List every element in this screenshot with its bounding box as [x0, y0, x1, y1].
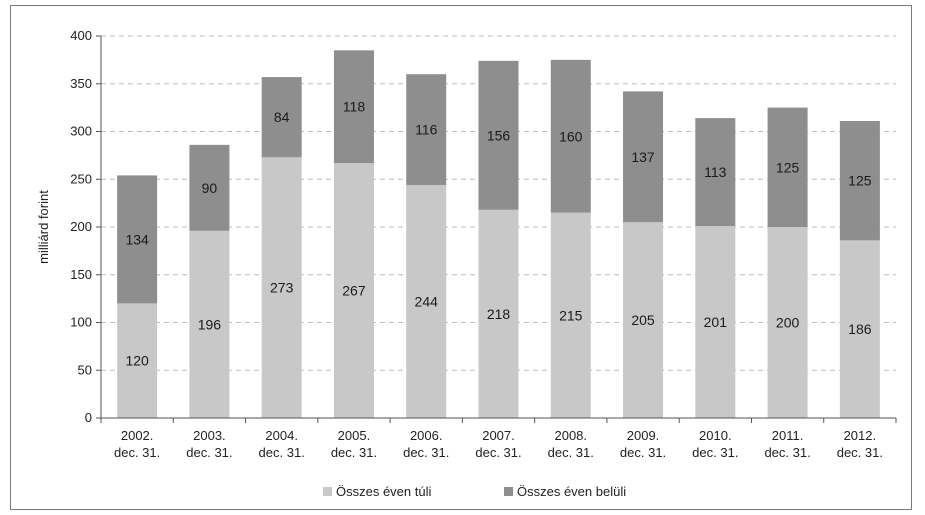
bar-segment — [695, 226, 736, 418]
data-label: 196 — [198, 316, 222, 332]
y-axis: 0 50 100 150 200 250 300 350 400 — [70, 28, 102, 425]
x-tick-label: 2007. — [482, 428, 515, 443]
data-label: 267 — [342, 283, 366, 299]
x-tick-label: dec. 31. — [331, 445, 377, 460]
x-tick-label: dec. 31. — [837, 445, 883, 460]
x-tick-label: 2010. — [699, 428, 732, 443]
data-label: 137 — [631, 149, 655, 165]
y-tick-label: 200 — [70, 219, 92, 234]
bar-segment — [189, 144, 230, 231]
data-label: 156 — [487, 127, 511, 143]
bar-segment — [550, 212, 591, 418]
data-label: 244 — [415, 293, 439, 309]
data-label: 186 — [848, 321, 872, 337]
x-tick-label: 2003. — [193, 428, 226, 443]
legend: Összes éven túli Összes éven belüli — [323, 484, 626, 499]
bar-segment — [261, 157, 302, 418]
x-axis: 2002. dec. 31. 2003. dec. 31. 2004. dec. 31. 2… — [100, 417, 897, 460]
x-tick-label: dec. 31. — [403, 445, 449, 460]
bar-segment — [623, 91, 664, 223]
x-tick-label: dec. 31. — [475, 445, 521, 460]
bar-segment — [117, 175, 158, 304]
x-tick-label: dec. 31. — [259, 445, 305, 460]
data-label: 134 — [125, 231, 149, 247]
y-tick-label: 300 — [70, 124, 92, 139]
bar-segment — [839, 120, 880, 241]
y-tick-label: 100 — [70, 315, 92, 330]
data-label: 84 — [274, 109, 290, 125]
y-tick-label: 250 — [70, 171, 92, 186]
data-label: 273 — [270, 280, 294, 296]
data-label: 201 — [704, 314, 728, 330]
x-tick-label: dec. 31. — [764, 445, 810, 460]
data-label: 205 — [631, 312, 655, 328]
x-tick-label: 2012. — [844, 428, 877, 443]
x-tick-label: 2009. — [627, 428, 660, 443]
data-label: 116 — [415, 122, 438, 138]
legend-swatch — [504, 487, 513, 496]
bar-segment — [478, 209, 519, 418]
legend-label: Összes éven belüli — [517, 484, 626, 499]
legend-swatch — [323, 487, 332, 496]
y-axis-label: milliárd forint — [36, 190, 51, 264]
data-label: 120 — [125, 353, 149, 369]
x-tick-label: dec. 31. — [692, 445, 738, 460]
y-tick-label: 0 — [85, 410, 92, 425]
data-label: 125 — [776, 159, 800, 175]
x-tick-label: 2006. — [410, 428, 443, 443]
bar-segment — [767, 227, 808, 418]
data-label: 113 — [704, 164, 727, 180]
bar-segment — [839, 240, 880, 418]
bar-segment — [406, 184, 447, 418]
x-tick-label: 2008. — [554, 428, 587, 443]
y-tick-label: 150 — [70, 267, 92, 282]
bar-segment — [117, 303, 158, 418]
bar-segment — [406, 74, 447, 185]
x-tick-label: 2011. — [772, 428, 804, 443]
x-tick-label: dec. 31. — [114, 445, 160, 460]
data-label: 160 — [559, 128, 583, 144]
x-tick-label: dec. 31. — [186, 445, 232, 460]
bar-segment — [767, 107, 808, 227]
x-tick-label: 2002. — [121, 428, 154, 443]
y-tick-label: 400 — [70, 28, 92, 43]
data-label: 90 — [202, 180, 218, 196]
bar-segment — [550, 59, 591, 213]
bar-segment — [695, 118, 736, 227]
bar-segment — [478, 60, 519, 210]
chart-frame: 0 50 100 150 200 250 300 350 400 milliárd forint… — [10, 5, 912, 510]
x-tick-label: dec. 31. — [620, 445, 666, 460]
bar-segment — [333, 163, 374, 418]
y-tick-label: 50 — [78, 362, 92, 377]
legend-label: Összes éven túli — [336, 484, 431, 499]
bar-segment — [261, 77, 302, 158]
data-label: 215 — [559, 307, 583, 323]
data-label: 218 — [487, 306, 511, 322]
bars: 120 134 196 90 273 84 267 118 244 116 218 156 215 160… — [117, 50, 880, 418]
data-label: 125 — [848, 173, 872, 189]
bar-segment — [189, 230, 230, 418]
data-label: 118 — [343, 99, 366, 115]
x-tick-label: dec. 31. — [548, 445, 594, 460]
stacked-bar-chart: 0 50 100 150 200 250 300 350 400 milliárd forint… — [36, 28, 897, 499]
bar-segment — [333, 50, 374, 164]
x-tick-label: 2004. — [265, 428, 298, 443]
x-tick-label: 2005. — [338, 428, 371, 443]
y-tick-label: 350 — [70, 76, 92, 91]
bar-segment — [623, 222, 664, 418]
data-label: 200 — [776, 315, 800, 331]
